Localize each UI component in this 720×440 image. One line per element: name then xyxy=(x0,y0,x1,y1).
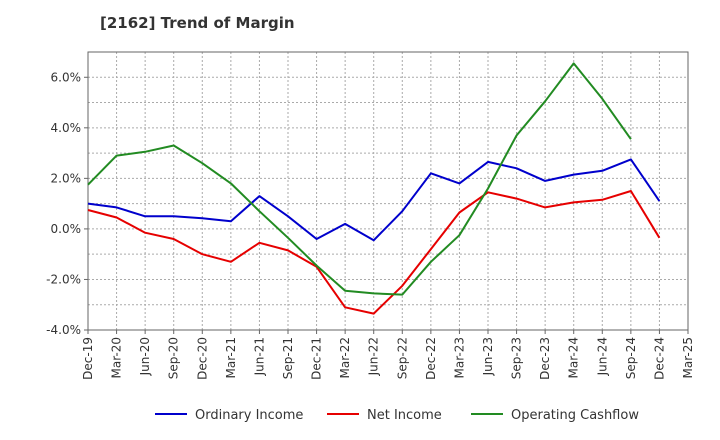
x-tick-label: Sep-24 xyxy=(624,337,638,379)
x-tick-label: Mar-21 xyxy=(224,337,238,378)
y-tick-label: -2.0% xyxy=(46,272,81,286)
x-tick-label: Sep-22 xyxy=(395,337,409,379)
x-tick-label: Dec-23 xyxy=(538,337,552,380)
x-tick-label: Mar-20 xyxy=(110,337,124,378)
x-tick-label: Mar-22 xyxy=(338,337,352,378)
x-tick-label: Mar-25 xyxy=(681,337,695,378)
legend: Ordinary Income Net Income Operating Cashf… xyxy=(155,408,639,423)
series-line-net-income xyxy=(87,190,661,315)
y-tick-label: -4.0% xyxy=(46,323,81,337)
series-line-operating-cashflow xyxy=(87,62,632,296)
y-tick-label: 2.0% xyxy=(51,171,82,185)
y-axis: -4.0% -2.0% 0.0% 2.0% 4.0% 6.0% xyxy=(46,70,88,337)
y-tick-label: 0.0% xyxy=(51,222,82,236)
x-tick-label: Jun-21 xyxy=(252,337,266,376)
x-tick-label: Mar-23 xyxy=(452,337,466,378)
x-tick-label: Sep-20 xyxy=(167,337,181,379)
legend-label-operating-cashflow: Operating Cashflow xyxy=(511,408,639,423)
legend-label-ordinary-income: Ordinary Income xyxy=(195,408,303,423)
x-tick-label: Jun-20 xyxy=(138,337,152,376)
plot-area xyxy=(87,51,689,331)
series-layer xyxy=(87,62,661,315)
x-tick-label: Dec-24 xyxy=(652,337,666,380)
x-tick-label: Mar-24 xyxy=(567,337,581,378)
x-tick-label: Jun-24 xyxy=(595,337,609,376)
x-tick-label: Jun-22 xyxy=(367,337,381,376)
x-tick-label: Dec-19 xyxy=(81,337,95,380)
x-tick-label: Jun-23 xyxy=(481,337,495,376)
x-tick-label: Sep-21 xyxy=(281,337,295,379)
x-tick-label: Dec-20 xyxy=(195,337,209,380)
x-axis: Dec-19 Mar-20 Jun-20 Sep-20 Dec-20 Mar-21 Jun-… xyxy=(81,330,695,380)
x-tick-label: Sep-23 xyxy=(510,337,524,379)
y-tick-label: 4.0% xyxy=(51,121,82,135)
legend-label-net-income: Net Income xyxy=(367,408,442,423)
chart-title: [2162] Trend of Margin xyxy=(100,14,295,32)
x-tick-label: Dec-21 xyxy=(310,337,324,380)
y-tick-label: 6.0% xyxy=(51,70,82,84)
x-tick-label: Dec-22 xyxy=(424,337,438,380)
series-line-ordinary-income xyxy=(87,158,661,242)
